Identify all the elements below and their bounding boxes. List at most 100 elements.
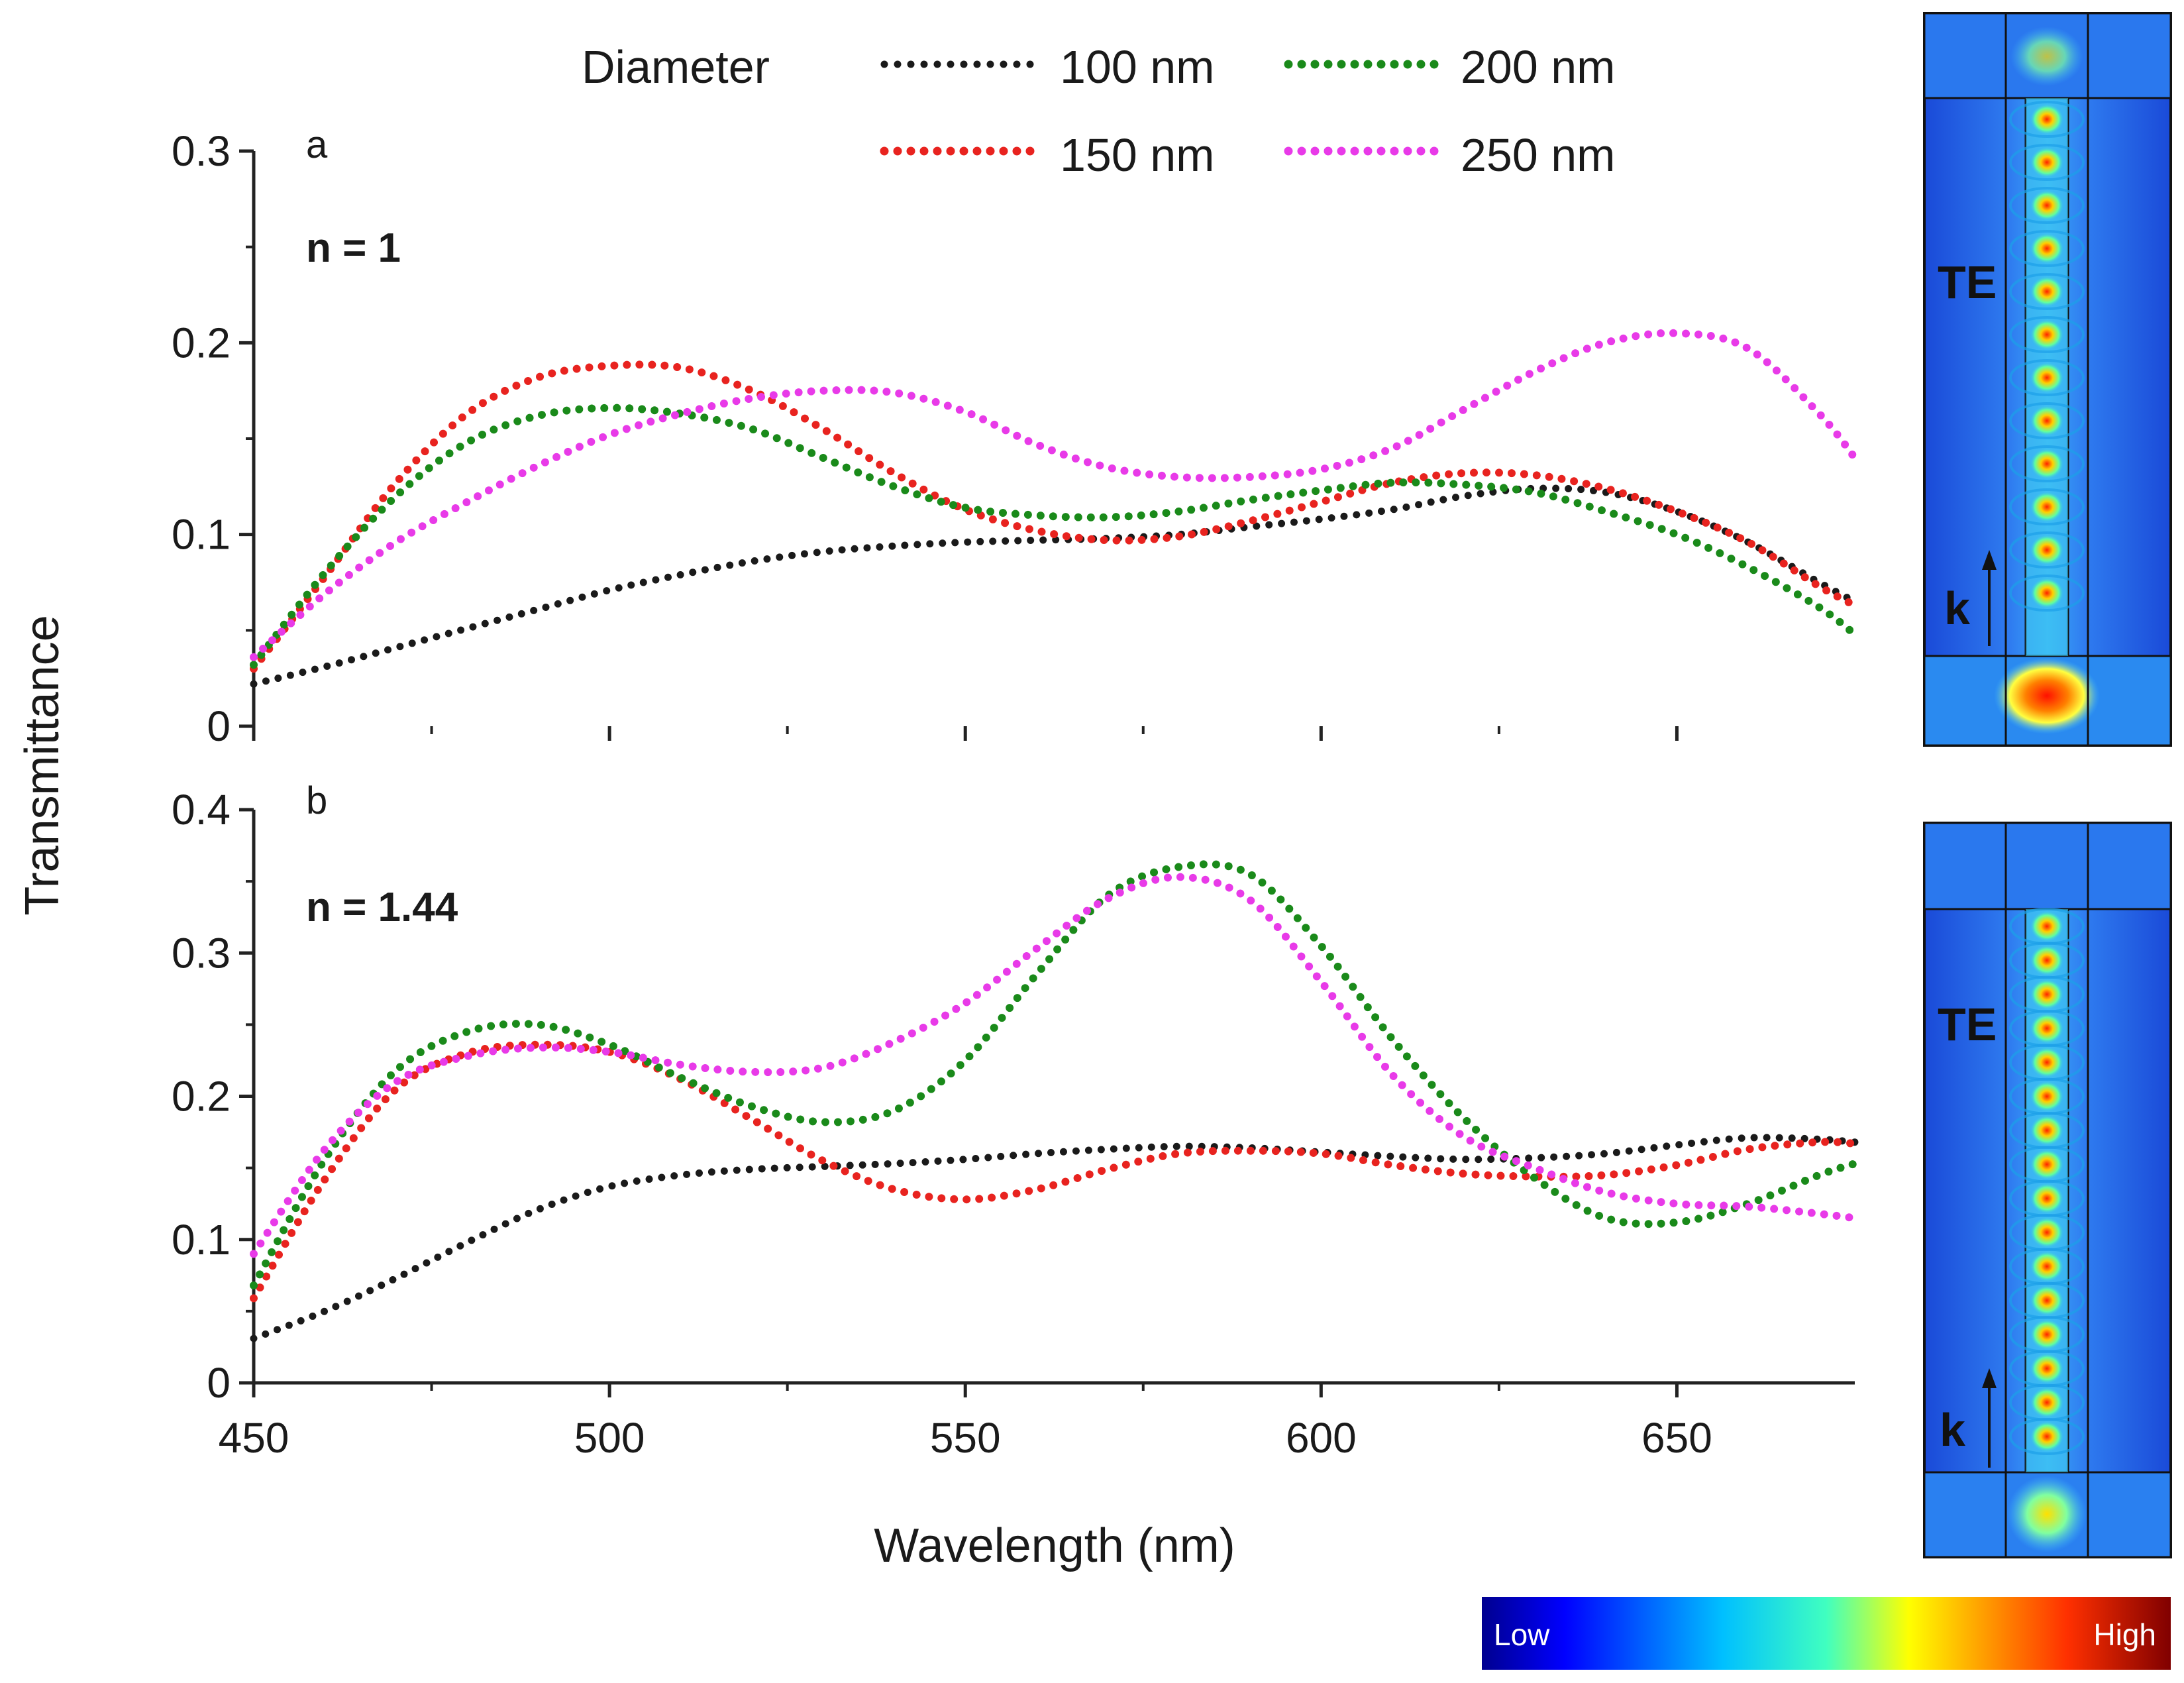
legend-label-150: 150 nm (1060, 129, 1214, 181)
y-tick-label-a-2: 0.2 (172, 319, 231, 366)
field-map-a-fringe-10 (2009, 531, 2085, 569)
panel-letter-b: b (306, 779, 327, 822)
series-line-a-200-nm (250, 404, 1859, 669)
series-line-a-250-nm (250, 329, 1859, 661)
colorbar-high-label: High (2093, 1617, 2156, 1652)
legend-entry-200: 200 nm (1284, 41, 1615, 93)
legend-entry-250: 250 nm (1284, 129, 1615, 181)
x-tick-label-b-0: 450 (219, 1414, 289, 1462)
field-map-a-hotspot-0 (2030, 103, 2064, 135)
field-map-a-hotspots (2009, 101, 2085, 612)
field-map-b-hotspot-8 (2030, 1182, 2064, 1215)
field-map-a-hotspot-8 (2030, 448, 2064, 480)
chart-panel-a: 0 0.1 0.2 0.3 a n = 1 (172, 123, 1859, 750)
colorbar: Low High (1482, 1597, 2171, 1670)
field-map-a-hotspot-7 (2030, 405, 2064, 437)
y-tick-label-b-2: 0.2 (172, 1073, 231, 1120)
field-map-b-hotspot-11 (2030, 1284, 2064, 1317)
legend-label-250: 250 nm (1461, 129, 1615, 181)
field-map-a-hotspot-6 (2030, 362, 2064, 394)
y-tick-label-a-1: 0.1 (172, 511, 231, 559)
field-map-a-hotspot-5 (2030, 319, 2064, 351)
field-map-a-fringe-8 (2009, 445, 2085, 482)
series-line-b-100-nm (250, 1134, 1859, 1342)
legend: Diameter 100 nm 200 nm 150 nm 250 nm (582, 41, 1615, 181)
field-map-a-fringe-11 (2009, 574, 2085, 612)
legend-label-100: 100 nm (1060, 41, 1214, 93)
y-ticks-b: 0 0.1 0.2 0.3 0.4 (172, 786, 254, 1407)
field-map-a-fringe-1 (2009, 144, 2085, 181)
field-map-b-hotspot-10 (2030, 1250, 2064, 1283)
y-axis-title: Transmittance (16, 615, 69, 915)
field-map-b-bottom-glow (2007, 1476, 2087, 1552)
x-tick-label-b-3: 600 (1286, 1414, 1357, 1462)
refractive-index-label-a: n = 1 (306, 225, 401, 271)
y-tick-label-b-0: 0 (207, 1359, 231, 1407)
field-map-b-hotspot-13 (2030, 1352, 2064, 1385)
legend-label-200: 200 nm (1461, 41, 1615, 93)
field-map-b-hotspot-6 (2030, 1114, 2064, 1146)
field-map-b-hotspot-1 (2030, 944, 2064, 977)
panel-letter-a: a (306, 123, 328, 166)
field-map-b-hotspot-15 (2030, 1421, 2064, 1452)
field-map-b-top-region (1923, 822, 2172, 910)
field-map-b-hotspot-3 (2030, 1012, 2064, 1044)
field-map-a-hotspot-11 (2030, 577, 2064, 609)
colorbar-low-label: Low (1494, 1617, 1550, 1652)
colorbar-gradient (1482, 1597, 2171, 1670)
field-map-a-fringe-7 (2009, 402, 2085, 439)
x-ticks-b: 450 500 550 600 650 (219, 1383, 1712, 1462)
field-map-a-hotspot-9 (2030, 491, 2064, 523)
field-map-b-fringe-15 (2009, 1418, 2085, 1455)
series-group-b (250, 860, 1859, 1342)
field-map-b-hotspot-7 (2030, 1148, 2064, 1181)
x-tick-label-b-2: 550 (930, 1414, 1001, 1462)
x-ticks-a (252, 726, 1679, 741)
field-map-a-hotspot-10 (2030, 534, 2064, 566)
field-map-a-bottom-hotspot (1994, 657, 2100, 734)
field-map-b: TE k (1923, 822, 2172, 1558)
field-map-a-fringe-5 (2009, 316, 2085, 353)
field-map-b-mode-label: TE (1938, 999, 1997, 1050)
field-map-a-fringe-9 (2009, 488, 2085, 525)
refractive-index-label-b: n = 1.44 (306, 885, 458, 930)
field-map-a-hotspot-3 (2030, 233, 2064, 264)
field-map-b-hotspot-9 (2030, 1217, 2064, 1248)
field-map-b-k-label: k (1940, 1404, 1965, 1456)
y-tick-label-a-0: 0 (207, 702, 231, 750)
y-tick-label-b-3: 0.3 (172, 929, 231, 977)
y-ticks-a: 0 0.1 0.2 0.3 (172, 127, 254, 750)
field-map-a-fringe-0 (2009, 101, 2085, 138)
series-line-b-250-nm (250, 873, 1859, 1258)
x-tick-label-b-4: 650 (1641, 1414, 1712, 1462)
field-map-a-hotspot-2 (2030, 190, 2064, 221)
field-map-a: TE k (1923, 12, 2172, 747)
series-line-b-200-nm (250, 860, 1859, 1289)
field-map-a-fringe-6 (2009, 359, 2085, 396)
field-map-b-hotspot-14 (2030, 1386, 2064, 1419)
field-map-a-fringe-4 (2009, 273, 2085, 310)
field-map-a-top-glow (2010, 27, 2083, 86)
field-map-b-hotspot-4 (2030, 1046, 2064, 1079)
legend-title: Diameter (582, 41, 770, 93)
field-map-b-k-arrowhead-icon (1982, 1368, 1997, 1388)
field-map-a-hotspot-4 (2030, 276, 2064, 307)
legend-entry-100: 100 nm (880, 41, 1214, 93)
chart-panel-b: 0 0.1 0.2 0.3 0.4 450 500 550 600 650 b n = 1.44 (172, 779, 1859, 1462)
x-axis-title: Wavelength (nm) (874, 1519, 1235, 1572)
field-map-a-k-arrowhead-icon (1982, 550, 1997, 570)
y-tick-label-b-1: 0.1 (172, 1216, 231, 1264)
field-map-b-hotspots (2009, 908, 2085, 1455)
series-line-b-150-nm (250, 1040, 1859, 1303)
field-map-b-hotspot-12 (2030, 1319, 2064, 1350)
field-map-a-fringe-3 (2009, 230, 2085, 267)
field-map-a-hotspot-1 (2030, 146, 2064, 178)
field-map-b-hotspot-0 (2030, 910, 2064, 942)
y-tick-label-b-4: 0.4 (172, 786, 231, 834)
field-map-a-k-label: k (1944, 582, 1970, 634)
field-map-b-hotspot-2 (2030, 978, 2064, 1010)
y-tick-label-a-3: 0.3 (172, 127, 231, 175)
field-map-a-fringe-2 (2009, 187, 2085, 224)
legend-entry-150: 150 nm (880, 129, 1214, 181)
